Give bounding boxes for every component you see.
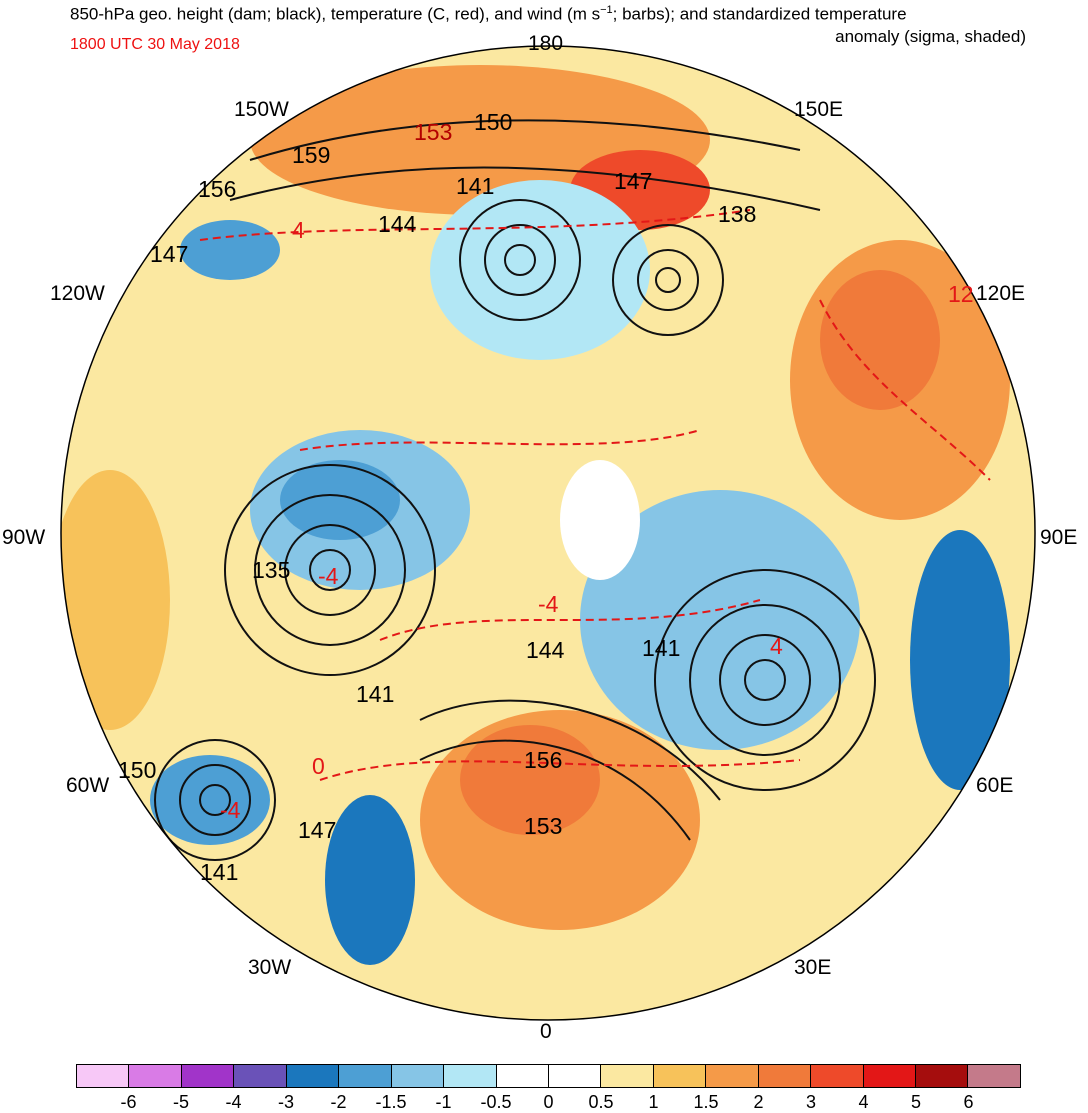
height-label: 144 bbox=[378, 211, 417, 237]
cold-anomaly-labrador bbox=[150, 755, 270, 845]
colorbar-swatch bbox=[758, 1065, 812, 1087]
height-label: 159 bbox=[292, 142, 330, 168]
cold-anomaly-greenland-core bbox=[280, 460, 400, 540]
colorbar-tick-label: 1 bbox=[648, 1092, 659, 1112]
height-label: 138 bbox=[718, 201, 756, 227]
polar-map: 159 153 150 147 138 156 147 144 141 135 … bbox=[60, 45, 1036, 1021]
lon-label-90e: 90E bbox=[1040, 526, 1078, 549]
colorbar-swatch bbox=[968, 1065, 1020, 1087]
colorbar-tick-label: -1.5 bbox=[375, 1092, 407, 1112]
colorbar-swatch bbox=[444, 1065, 497, 1087]
colorbar-tick-label: -5 bbox=[172, 1092, 190, 1112]
height-label: 141 bbox=[200, 859, 238, 885]
colorbar-swatch bbox=[548, 1065, 602, 1087]
temperature-label: -4 bbox=[538, 591, 559, 617]
colorbar-swatch bbox=[181, 1065, 235, 1087]
map-disc bbox=[61, 46, 1035, 1020]
colorbar-tick-label: -4 bbox=[225, 1092, 242, 1112]
lon-label-0: 0 bbox=[540, 1020, 552, 1043]
height-label: 150 bbox=[474, 109, 512, 135]
temperature-label: 4 bbox=[292, 217, 305, 243]
height-label: 153 bbox=[524, 813, 562, 839]
neutral-region-pole bbox=[560, 460, 640, 580]
colorbar-tick-label: -3 bbox=[277, 1092, 295, 1112]
colorbar-tick-label: 0 bbox=[543, 1092, 554, 1112]
cold-anomaly-arctic bbox=[430, 180, 650, 360]
temperature-labels: 4 -4 12 -4 0 4 -4 bbox=[220, 217, 974, 823]
colorbar-tick-label: 2 bbox=[753, 1092, 764, 1112]
height-label: 135 bbox=[252, 557, 290, 583]
chart-title: 850-hPa geo. height (dam; black), temper… bbox=[70, 4, 907, 25]
warm-anomaly-europe-core bbox=[460, 725, 600, 835]
temperature-label: -4 bbox=[220, 797, 241, 823]
warm-anomaly-siberia-core bbox=[820, 270, 940, 410]
lon-label-150w: 150W bbox=[234, 98, 289, 121]
colorbar-swatch bbox=[234, 1065, 287, 1087]
cold-anomaly-urals bbox=[910, 530, 1010, 790]
warm-anomaly-canada bbox=[61, 470, 170, 730]
lon-label-120e: 120E bbox=[976, 282, 1026, 305]
colorbar-swatch bbox=[496, 1065, 549, 1087]
colorbar-swatch bbox=[339, 1065, 392, 1087]
colorbar-swatch bbox=[706, 1065, 759, 1087]
cold-anomaly-atlantic bbox=[325, 795, 415, 965]
map-border bbox=[60, 45, 1036, 1021]
colorbar-labels: -6 -5 -4 -3 -2 -1.5 -1 -0.5 0 0.5 1 1.5 2 3 4 5 6 bbox=[76, 1092, 1021, 1112]
height-label: 153 bbox=[414, 119, 452, 145]
height-label: 141 bbox=[356, 681, 394, 707]
colorbar-tick-label: 3 bbox=[805, 1092, 817, 1112]
cold-anomaly-alaska bbox=[180, 220, 280, 280]
colorbar-tick-label: -1 bbox=[435, 1092, 452, 1112]
colorbar-swatch bbox=[653, 1065, 707, 1087]
height-label: 144 bbox=[526, 637, 565, 663]
height-label: 141 bbox=[642, 635, 680, 661]
temperature-label: 0 bbox=[312, 753, 325, 779]
height-contours bbox=[154, 119, 876, 861]
colorbar-tick-label: -2 bbox=[330, 1092, 347, 1112]
lon-label-180: 180 bbox=[528, 32, 564, 55]
colorbar-tick-label: 5 bbox=[910, 1092, 922, 1112]
temperature-label: -4 bbox=[318, 563, 339, 589]
colorbar-tick-label: 0.5 bbox=[588, 1092, 614, 1112]
title-line1: 850-hPa geo. height (dam; black), temper… bbox=[70, 4, 601, 24]
lon-label-120w: 120W bbox=[50, 282, 105, 305]
chart-subtitle: anomaly (sigma, shaded) bbox=[835, 27, 1026, 46]
lon-label-60e: 60E bbox=[976, 774, 1014, 797]
colorbar-swatch bbox=[916, 1065, 969, 1087]
colorbar-swatch bbox=[601, 1065, 654, 1087]
height-label: 147 bbox=[298, 817, 336, 843]
colorbar-tick-label: -6 bbox=[120, 1092, 137, 1112]
colorbar-tick-label: 4 bbox=[858, 1092, 869, 1112]
lon-label-60w: 60W bbox=[66, 774, 110, 797]
height-label: 156 bbox=[198, 176, 236, 202]
colorbar-tick-label: 1.5 bbox=[693, 1092, 719, 1112]
height-labels: 159 153 150 147 138 156 147 144 141 135 … bbox=[118, 109, 756, 885]
colorbar-swatch bbox=[863, 1065, 916, 1087]
height-label: 141 bbox=[456, 173, 494, 199]
colorbar-swatch bbox=[129, 1065, 182, 1087]
height-label: 147 bbox=[614, 168, 652, 194]
colorbar-swatch bbox=[811, 1065, 864, 1087]
title-superscript: −1 bbox=[600, 4, 613, 16]
height-label: 156 bbox=[524, 747, 562, 773]
height-label: 150 bbox=[118, 757, 156, 783]
temperature-contours bbox=[199, 209, 991, 781]
title-line1-end: ; barbs); and standardized temperature bbox=[612, 4, 907, 24]
colorbar bbox=[76, 1064, 1021, 1088]
valid-time: 1800 UTC 30 May 2018 bbox=[70, 36, 240, 53]
height-label: 147 bbox=[150, 241, 188, 267]
colorbar-swatch bbox=[391, 1065, 445, 1087]
colorbar-tick-label: -0.5 bbox=[480, 1092, 512, 1112]
temperature-label: 4 bbox=[770, 633, 783, 659]
lon-label-150e: 150E bbox=[794, 98, 844, 121]
colorbar-tick-label: 6 bbox=[963, 1092, 974, 1112]
colorbar-swatch bbox=[77, 1065, 130, 1087]
lon-label-90w: 90W bbox=[2, 526, 46, 549]
lon-label-30w: 30W bbox=[248, 956, 292, 979]
colorbar-swatch bbox=[286, 1065, 340, 1087]
temperature-label: 12 bbox=[948, 281, 974, 307]
lon-label-30e: 30E bbox=[794, 956, 832, 979]
